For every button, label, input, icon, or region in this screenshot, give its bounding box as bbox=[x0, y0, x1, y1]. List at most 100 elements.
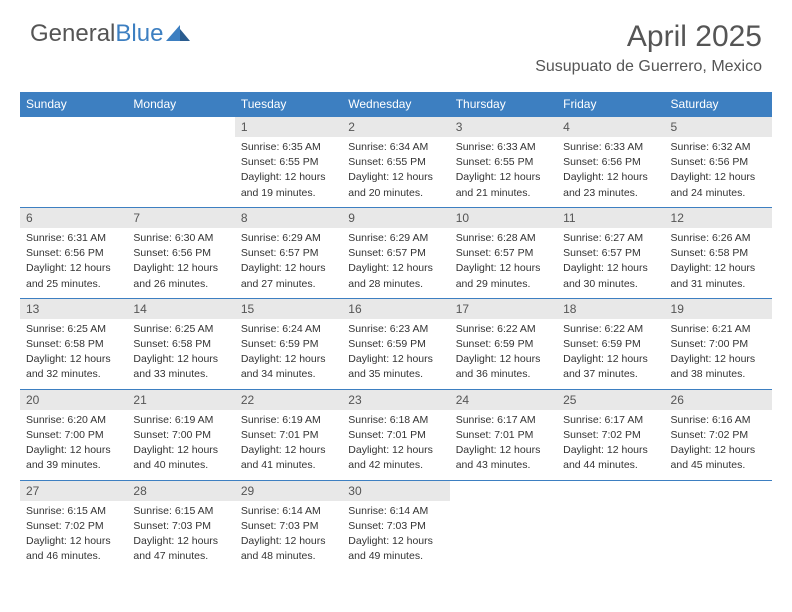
day-cell: 6Sunrise: 6:31 AMSunset: 6:56 PMDaylight… bbox=[20, 207, 127, 298]
logo-mark-icon bbox=[166, 20, 192, 48]
day-details: Sunrise: 6:15 AMSunset: 7:02 PMDaylight:… bbox=[20, 501, 127, 571]
day-details: Sunrise: 6:20 AMSunset: 7:00 PMDaylight:… bbox=[20, 410, 127, 480]
day-details: Sunrise: 6:17 AMSunset: 7:01 PMDaylight:… bbox=[450, 410, 557, 480]
day-number: 12 bbox=[665, 208, 772, 228]
day-details: Sunrise: 6:34 AMSunset: 6:55 PMDaylight:… bbox=[342, 137, 449, 207]
day-number: 24 bbox=[450, 390, 557, 410]
calendar-body: 1Sunrise: 6:35 AMSunset: 6:55 PMDaylight… bbox=[20, 117, 772, 571]
day-cell: 28Sunrise: 6:15 AMSunset: 7:03 PMDayligh… bbox=[127, 480, 234, 570]
day-cell: 10Sunrise: 6:28 AMSunset: 6:57 PMDayligh… bbox=[450, 207, 557, 298]
day-number: 6 bbox=[20, 208, 127, 228]
day-cell: 25Sunrise: 6:17 AMSunset: 7:02 PMDayligh… bbox=[557, 389, 664, 480]
calendar-table: SundayMondayTuesdayWednesdayThursdayFrid… bbox=[20, 92, 772, 570]
day-cell: 13Sunrise: 6:25 AMSunset: 6:58 PMDayligh… bbox=[20, 298, 127, 389]
day-details: Sunrise: 6:18 AMSunset: 7:01 PMDaylight:… bbox=[342, 410, 449, 480]
day-details: Sunrise: 6:16 AMSunset: 7:02 PMDaylight:… bbox=[665, 410, 772, 480]
day-cell: 19Sunrise: 6:21 AMSunset: 7:00 PMDayligh… bbox=[665, 298, 772, 389]
day-number: 5 bbox=[665, 117, 772, 137]
day-cell: 3Sunrise: 6:33 AMSunset: 6:55 PMDaylight… bbox=[450, 117, 557, 208]
day-cell: 23Sunrise: 6:18 AMSunset: 7:01 PMDayligh… bbox=[342, 389, 449, 480]
day-details: Sunrise: 6:32 AMSunset: 6:56 PMDaylight:… bbox=[665, 137, 772, 207]
brand-part1: General bbox=[30, 20, 115, 48]
day-cell: 20Sunrise: 6:20 AMSunset: 7:00 PMDayligh… bbox=[20, 389, 127, 480]
day-number: 28 bbox=[127, 481, 234, 501]
day-number: 17 bbox=[450, 299, 557, 319]
day-header: Saturday bbox=[665, 92, 772, 117]
day-cell: 21Sunrise: 6:19 AMSunset: 7:00 PMDayligh… bbox=[127, 389, 234, 480]
week-row: 6Sunrise: 6:31 AMSunset: 6:56 PMDaylight… bbox=[20, 207, 772, 298]
day-details: Sunrise: 6:33 AMSunset: 6:56 PMDaylight:… bbox=[557, 137, 664, 207]
day-details: Sunrise: 6:31 AMSunset: 6:56 PMDaylight:… bbox=[20, 228, 127, 298]
day-header: Friday bbox=[557, 92, 664, 117]
empty-cell bbox=[20, 117, 127, 208]
day-cell: 30Sunrise: 6:14 AMSunset: 7:03 PMDayligh… bbox=[342, 480, 449, 570]
week-row: 13Sunrise: 6:25 AMSunset: 6:58 PMDayligh… bbox=[20, 298, 772, 389]
day-number: 26 bbox=[665, 390, 772, 410]
empty-cell bbox=[450, 480, 557, 570]
day-header-row: SundayMondayTuesdayWednesdayThursdayFrid… bbox=[20, 92, 772, 117]
day-number: 2 bbox=[342, 117, 449, 137]
day-cell: 8Sunrise: 6:29 AMSunset: 6:57 PMDaylight… bbox=[235, 207, 342, 298]
day-details: Sunrise: 6:27 AMSunset: 6:57 PMDaylight:… bbox=[557, 228, 664, 298]
day-cell: 11Sunrise: 6:27 AMSunset: 6:57 PMDayligh… bbox=[557, 207, 664, 298]
day-cell: 4Sunrise: 6:33 AMSunset: 6:56 PMDaylight… bbox=[557, 117, 664, 208]
day-details: Sunrise: 6:15 AMSunset: 7:03 PMDaylight:… bbox=[127, 501, 234, 571]
day-number: 7 bbox=[127, 208, 234, 228]
day-details: Sunrise: 6:22 AMSunset: 6:59 PMDaylight:… bbox=[450, 319, 557, 389]
day-cell: 17Sunrise: 6:22 AMSunset: 6:59 PMDayligh… bbox=[450, 298, 557, 389]
page-header: GeneralBlue April 2025 Susupuato de Guer… bbox=[0, 0, 792, 84]
day-cell: 18Sunrise: 6:22 AMSunset: 6:59 PMDayligh… bbox=[557, 298, 664, 389]
day-number: 14 bbox=[127, 299, 234, 319]
week-row: 20Sunrise: 6:20 AMSunset: 7:00 PMDayligh… bbox=[20, 389, 772, 480]
day-cell: 27Sunrise: 6:15 AMSunset: 7:02 PMDayligh… bbox=[20, 480, 127, 570]
day-details: Sunrise: 6:28 AMSunset: 6:57 PMDaylight:… bbox=[450, 228, 557, 298]
day-cell: 29Sunrise: 6:14 AMSunset: 7:03 PMDayligh… bbox=[235, 480, 342, 570]
day-details: Sunrise: 6:30 AMSunset: 6:56 PMDaylight:… bbox=[127, 228, 234, 298]
day-header: Thursday bbox=[450, 92, 557, 117]
day-details: Sunrise: 6:14 AMSunset: 7:03 PMDaylight:… bbox=[342, 501, 449, 571]
day-details: Sunrise: 6:19 AMSunset: 7:01 PMDaylight:… bbox=[235, 410, 342, 480]
day-number: 23 bbox=[342, 390, 449, 410]
day-number: 25 bbox=[557, 390, 664, 410]
day-details: Sunrise: 6:23 AMSunset: 6:59 PMDaylight:… bbox=[342, 319, 449, 389]
day-details: Sunrise: 6:24 AMSunset: 6:59 PMDaylight:… bbox=[235, 319, 342, 389]
day-number: 20 bbox=[20, 390, 127, 410]
empty-cell bbox=[127, 117, 234, 208]
day-cell: 5Sunrise: 6:32 AMSunset: 6:56 PMDaylight… bbox=[665, 117, 772, 208]
day-details: Sunrise: 6:25 AMSunset: 6:58 PMDaylight:… bbox=[127, 319, 234, 389]
day-details: Sunrise: 6:35 AMSunset: 6:55 PMDaylight:… bbox=[235, 137, 342, 207]
title-block: April 2025 Susupuato de Guerrero, Mexico bbox=[535, 20, 762, 76]
day-cell: 12Sunrise: 6:26 AMSunset: 6:58 PMDayligh… bbox=[665, 207, 772, 298]
day-cell: 9Sunrise: 6:29 AMSunset: 6:57 PMDaylight… bbox=[342, 207, 449, 298]
day-number: 27 bbox=[20, 481, 127, 501]
day-cell: 14Sunrise: 6:25 AMSunset: 6:58 PMDayligh… bbox=[127, 298, 234, 389]
day-details: Sunrise: 6:21 AMSunset: 7:00 PMDaylight:… bbox=[665, 319, 772, 389]
day-number: 8 bbox=[235, 208, 342, 228]
day-number: 29 bbox=[235, 481, 342, 501]
calendar-head: SundayMondayTuesdayWednesdayThursdayFrid… bbox=[20, 92, 772, 117]
day-cell: 15Sunrise: 6:24 AMSunset: 6:59 PMDayligh… bbox=[235, 298, 342, 389]
day-number: 11 bbox=[557, 208, 664, 228]
day-number: 15 bbox=[235, 299, 342, 319]
day-cell: 24Sunrise: 6:17 AMSunset: 7:01 PMDayligh… bbox=[450, 389, 557, 480]
day-details: Sunrise: 6:29 AMSunset: 6:57 PMDaylight:… bbox=[342, 228, 449, 298]
day-number: 4 bbox=[557, 117, 664, 137]
day-details: Sunrise: 6:29 AMSunset: 6:57 PMDaylight:… bbox=[235, 228, 342, 298]
day-number: 9 bbox=[342, 208, 449, 228]
day-details: Sunrise: 6:33 AMSunset: 6:55 PMDaylight:… bbox=[450, 137, 557, 207]
day-number: 3 bbox=[450, 117, 557, 137]
day-cell: 1Sunrise: 6:35 AMSunset: 6:55 PMDaylight… bbox=[235, 117, 342, 208]
day-number: 10 bbox=[450, 208, 557, 228]
day-details: Sunrise: 6:26 AMSunset: 6:58 PMDaylight:… bbox=[665, 228, 772, 298]
day-cell: 26Sunrise: 6:16 AMSunset: 7:02 PMDayligh… bbox=[665, 389, 772, 480]
brand-logo: GeneralBlue bbox=[30, 20, 192, 48]
day-details: Sunrise: 6:14 AMSunset: 7:03 PMDaylight:… bbox=[235, 501, 342, 571]
day-cell: 16Sunrise: 6:23 AMSunset: 6:59 PMDayligh… bbox=[342, 298, 449, 389]
week-row: 1Sunrise: 6:35 AMSunset: 6:55 PMDaylight… bbox=[20, 117, 772, 208]
brand-part2: Blue bbox=[115, 20, 163, 48]
empty-cell bbox=[665, 480, 772, 570]
empty-cell bbox=[557, 480, 664, 570]
month-title: April 2025 bbox=[535, 20, 762, 54]
day-details: Sunrise: 6:19 AMSunset: 7:00 PMDaylight:… bbox=[127, 410, 234, 480]
day-number: 30 bbox=[342, 481, 449, 501]
